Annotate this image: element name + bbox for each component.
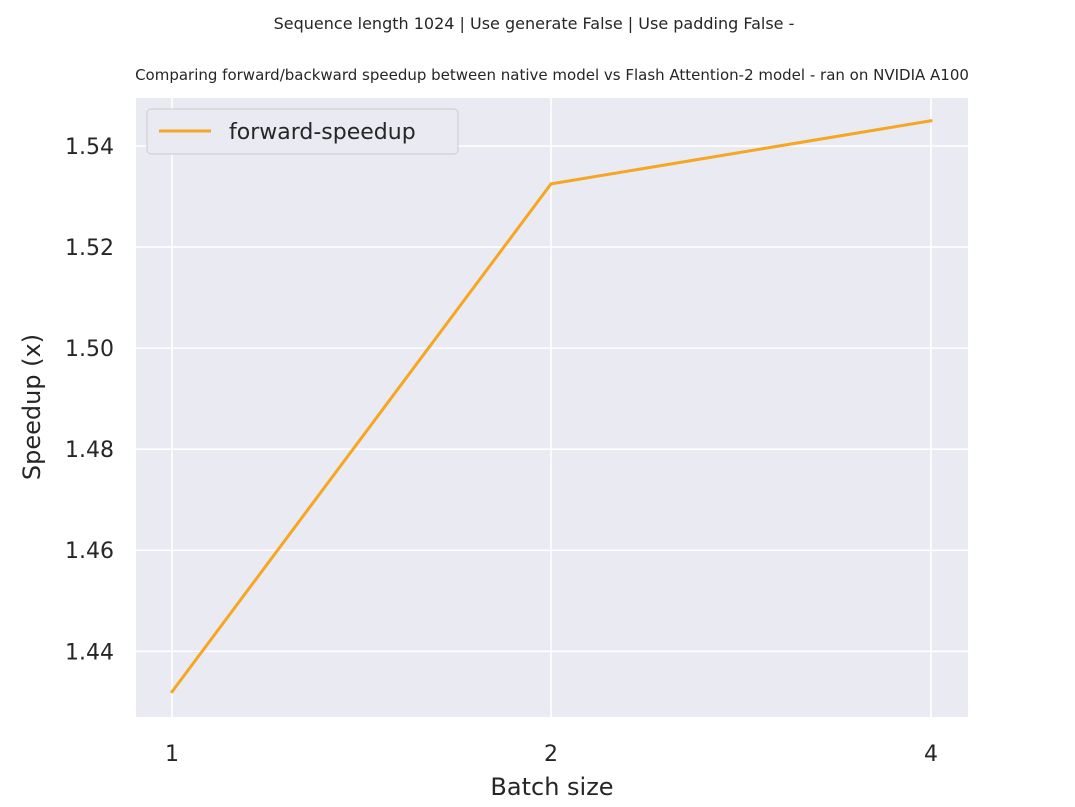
y-tick-label: 1.50 (65, 337, 114, 362)
y-axis-label: Speedup (x) (18, 334, 46, 480)
data-point (929, 119, 933, 123)
plot-area (136, 98, 968, 717)
y-tick-label: 1.54 (65, 135, 114, 160)
chart-suptitle: Sequence length 1024 | Use generate Fals… (274, 14, 795, 33)
y-axis-ticks: 1.44 1.46 1.48 1.50 1.52 1.54 (65, 135, 114, 665)
data-point (170, 690, 174, 694)
x-tick-label: 1 (165, 742, 179, 767)
data-point (549, 182, 553, 186)
series-layer (170, 119, 933, 694)
chart-title: Comparing forward/backward speedup betwe… (135, 66, 969, 84)
x-tick-label: 4 (924, 742, 938, 767)
legend-label-forward-speedup: forward-speedup (229, 120, 416, 145)
y-tick-label: 1.46 (65, 539, 114, 564)
y-tick-label: 1.44 (65, 640, 114, 665)
x-axis-label: Batch size (490, 773, 613, 801)
legend-box (146, 108, 459, 155)
y-tick-label: 1.52 (65, 236, 114, 261)
y-tick-label: 1.48 (65, 438, 114, 463)
x-tick-label: 2 (544, 742, 558, 767)
x-axis-ticks: 1 2 4 (165, 742, 938, 767)
legend: forward-speedup (146, 108, 459, 155)
